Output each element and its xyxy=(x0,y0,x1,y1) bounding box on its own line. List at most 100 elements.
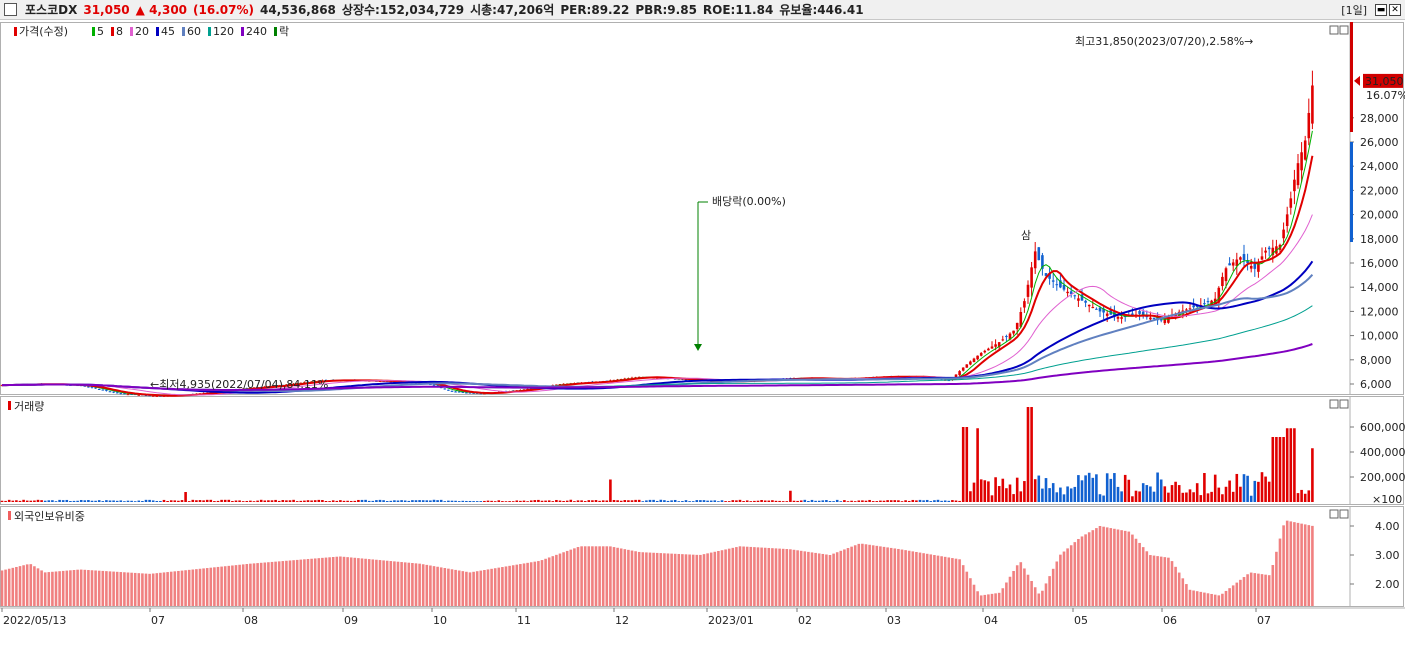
foreign-bar xyxy=(1152,555,1156,606)
volume-bar xyxy=(159,500,162,502)
foreign-bar xyxy=(936,555,940,606)
volume-bar xyxy=(1051,483,1055,502)
foreign-bar xyxy=(4,569,7,606)
legend-item: 20 xyxy=(135,25,149,38)
volume-bar xyxy=(43,500,47,502)
foreign-bar xyxy=(706,553,709,606)
foreign-bar xyxy=(861,543,864,606)
volume-bar xyxy=(753,500,756,502)
volume-bar xyxy=(652,499,655,502)
volume-bar xyxy=(551,501,555,502)
volume-bar xyxy=(339,500,342,502)
volume-bar xyxy=(195,500,198,502)
candle-body xyxy=(976,355,979,360)
foreign-bar xyxy=(353,557,357,606)
foreign-bar xyxy=(263,562,267,606)
foreign-bar xyxy=(803,551,807,606)
candle-body xyxy=(1293,179,1296,192)
foreign-bar xyxy=(605,546,609,606)
foreign-bar xyxy=(886,547,889,606)
volume-bar xyxy=(1149,486,1152,502)
volume-bar xyxy=(1026,407,1030,502)
foreign-bar xyxy=(1077,538,1080,606)
volume-bar xyxy=(335,500,339,502)
legend-swatch xyxy=(156,27,159,36)
volume-bar xyxy=(94,500,97,502)
foreign-bar xyxy=(493,568,497,606)
volume-bar xyxy=(645,500,648,502)
volume-bar xyxy=(540,500,544,502)
volume-bar xyxy=(1037,475,1041,502)
volume-bar xyxy=(385,501,389,502)
foreign-bar xyxy=(875,545,879,606)
candle-body xyxy=(1246,260,1249,264)
foreign-bar xyxy=(1170,561,1174,606)
volume-bar xyxy=(267,500,270,502)
foreign-bar xyxy=(947,557,951,606)
foreign-bar xyxy=(475,571,479,606)
foreign-bar xyxy=(324,557,328,606)
candle-body xyxy=(1030,267,1033,288)
foreign-bar xyxy=(882,546,886,606)
candle-body xyxy=(479,393,483,395)
volume-bar xyxy=(483,500,486,502)
foreign-bar xyxy=(828,555,832,606)
foreign-bar xyxy=(479,570,483,606)
volume-bar xyxy=(861,500,864,502)
volume-bar xyxy=(731,500,735,502)
x-tick-label: 2022/05/13 xyxy=(3,614,66,627)
foreign-bar xyxy=(1210,593,1213,606)
volume-bar xyxy=(191,499,195,502)
foreign-bar xyxy=(69,570,72,606)
stock-chart: 28,000 26,000 24,000 22,000 20,000 18,000 16,0… xyxy=(0,22,1405,627)
foreign-bar xyxy=(177,570,180,606)
foreign-bar xyxy=(1293,522,1296,606)
foreign-bar xyxy=(198,568,202,606)
volume-bar xyxy=(414,500,418,502)
volume-bar xyxy=(915,500,918,502)
volume-bar xyxy=(835,499,839,502)
foreign-bar xyxy=(835,552,839,606)
foreign-bar xyxy=(47,572,51,606)
legend-item: 8 xyxy=(116,25,123,38)
close-icon[interactable]: ✕ xyxy=(1389,4,1401,16)
foreign-bar xyxy=(112,571,115,606)
price-tag-arrow xyxy=(1354,75,1360,86)
volume-bar xyxy=(562,500,565,502)
volume-bar xyxy=(130,500,133,502)
foreign-bar xyxy=(1044,583,1048,606)
volume-bar xyxy=(1066,486,1069,502)
volume-bar xyxy=(105,500,108,502)
x-tick-label: 03 xyxy=(887,614,901,627)
volume-bar xyxy=(1275,437,1278,502)
foreign-bar xyxy=(576,547,580,606)
period-selector[interactable]: [1일] xyxy=(1341,4,1367,17)
volume-bar xyxy=(1282,437,1285,502)
foreign-bar xyxy=(1145,551,1149,606)
foreign-bar xyxy=(825,554,828,606)
volume-bar xyxy=(857,500,861,502)
foreign-bar xyxy=(846,548,850,606)
foreign-bar xyxy=(220,566,223,606)
volume-bar xyxy=(173,500,177,502)
foreign-bar xyxy=(389,561,393,606)
candle-body xyxy=(468,392,472,394)
foreign-bar xyxy=(1300,523,1303,606)
candle-body xyxy=(555,384,558,386)
header-checkbox[interactable] xyxy=(4,3,17,16)
volume-bar xyxy=(321,500,324,502)
legend-item: 락 xyxy=(279,25,289,38)
foreign-bar xyxy=(457,570,461,606)
x-tick-label: 06 xyxy=(1163,614,1177,627)
volume-bar xyxy=(274,499,277,502)
foreign-bar xyxy=(249,563,252,606)
foreign-bar xyxy=(205,568,209,606)
foreign-bar xyxy=(130,572,133,606)
foreign-bar xyxy=(742,546,745,606)
foreign-bar xyxy=(627,549,630,606)
volume-bar xyxy=(259,499,263,502)
volume-bar xyxy=(169,500,173,502)
foreign-bar xyxy=(735,547,738,606)
volume-bar xyxy=(994,477,997,502)
minimize-icon[interactable]: ▬ xyxy=(1375,4,1387,16)
